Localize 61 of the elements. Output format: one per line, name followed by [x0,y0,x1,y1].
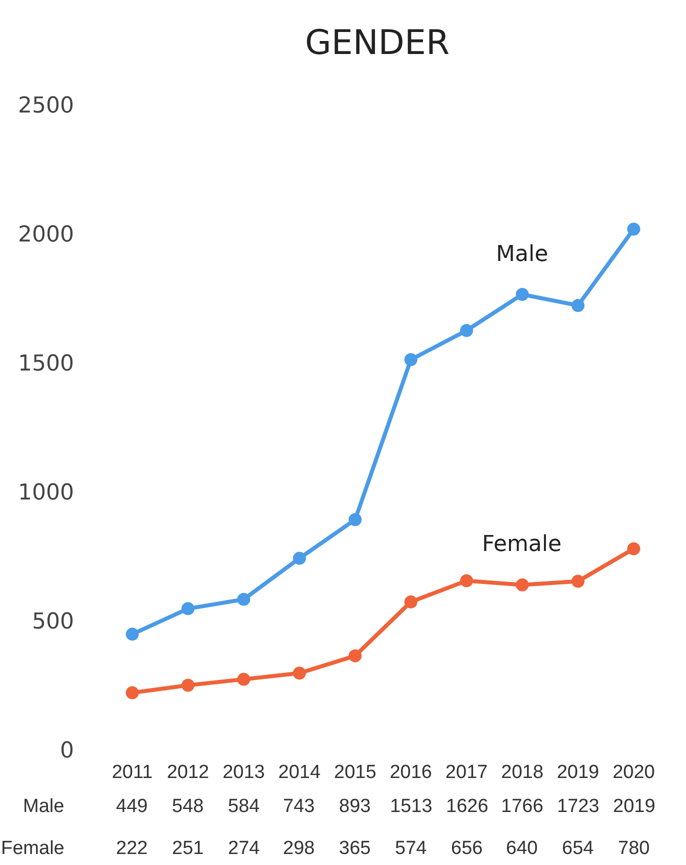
data-label: 274 [228,838,260,859]
text: Female [1,838,64,859]
data-label: 1766 [501,796,544,817]
data-label: 893 [339,796,371,817]
y-tick-label: 0 [60,738,74,764]
x-tick-label: 2015 [334,762,376,783]
x-tick-label: 2012 [166,762,210,783]
x-tick-label: 2017 [445,762,488,783]
point [404,595,418,608]
point [404,353,418,366]
y-tick-label: 1000 [18,480,74,506]
data-label: 743 [283,796,315,817]
data-label: 548 [172,796,204,817]
data-label: 222 [116,838,148,859]
x-tick-label: 2016 [390,762,432,783]
chart-title: GENDER [305,23,450,64]
point [126,628,139,641]
series-label: Female [482,532,562,557]
point [516,288,529,301]
y-tick-label: 2000 [18,222,74,248]
data-label: 1513 [390,796,432,817]
point [516,578,529,592]
point [460,324,474,337]
point [627,542,640,556]
point [460,574,474,588]
y-tick-label: 1500 [18,352,74,377]
point [182,602,194,616]
data-label: 1626 [446,796,488,817]
point [627,222,640,236]
point [237,672,250,686]
data-label: 1723 [557,796,600,817]
text: Male [23,796,64,817]
data-label: 298 [283,838,315,859]
point [292,552,306,565]
point [182,678,194,692]
x-tick-label: 2014 [278,762,321,783]
data-label: 640 [506,838,538,859]
point [237,592,250,606]
point [126,686,139,700]
point [572,574,584,588]
data-label: 365 [339,838,371,859]
point [292,666,306,680]
point [348,649,362,662]
x-tick-label: 2013 [222,762,265,783]
data-label: 2019 [613,796,656,817]
point [348,513,362,526]
data-label: 251 [172,838,204,859]
x-tick-label: 2019 [556,762,600,783]
x-tick-label: 2011 [112,762,153,783]
x-tick-label: 2020 [612,762,655,783]
data-label: 654 [562,838,594,859]
series-label: Male [496,242,548,267]
data-label: 780 [618,838,650,859]
y-tick-label: 2500 [18,94,74,119]
y-tick-label: 500 [32,610,74,635]
data-label: 449 [116,796,148,817]
point [572,298,584,312]
data-label: 574 [395,838,428,859]
data-label: 656 [451,838,483,859]
data-label: 584 [228,796,260,817]
x-tick-label: 2018 [501,762,544,783]
